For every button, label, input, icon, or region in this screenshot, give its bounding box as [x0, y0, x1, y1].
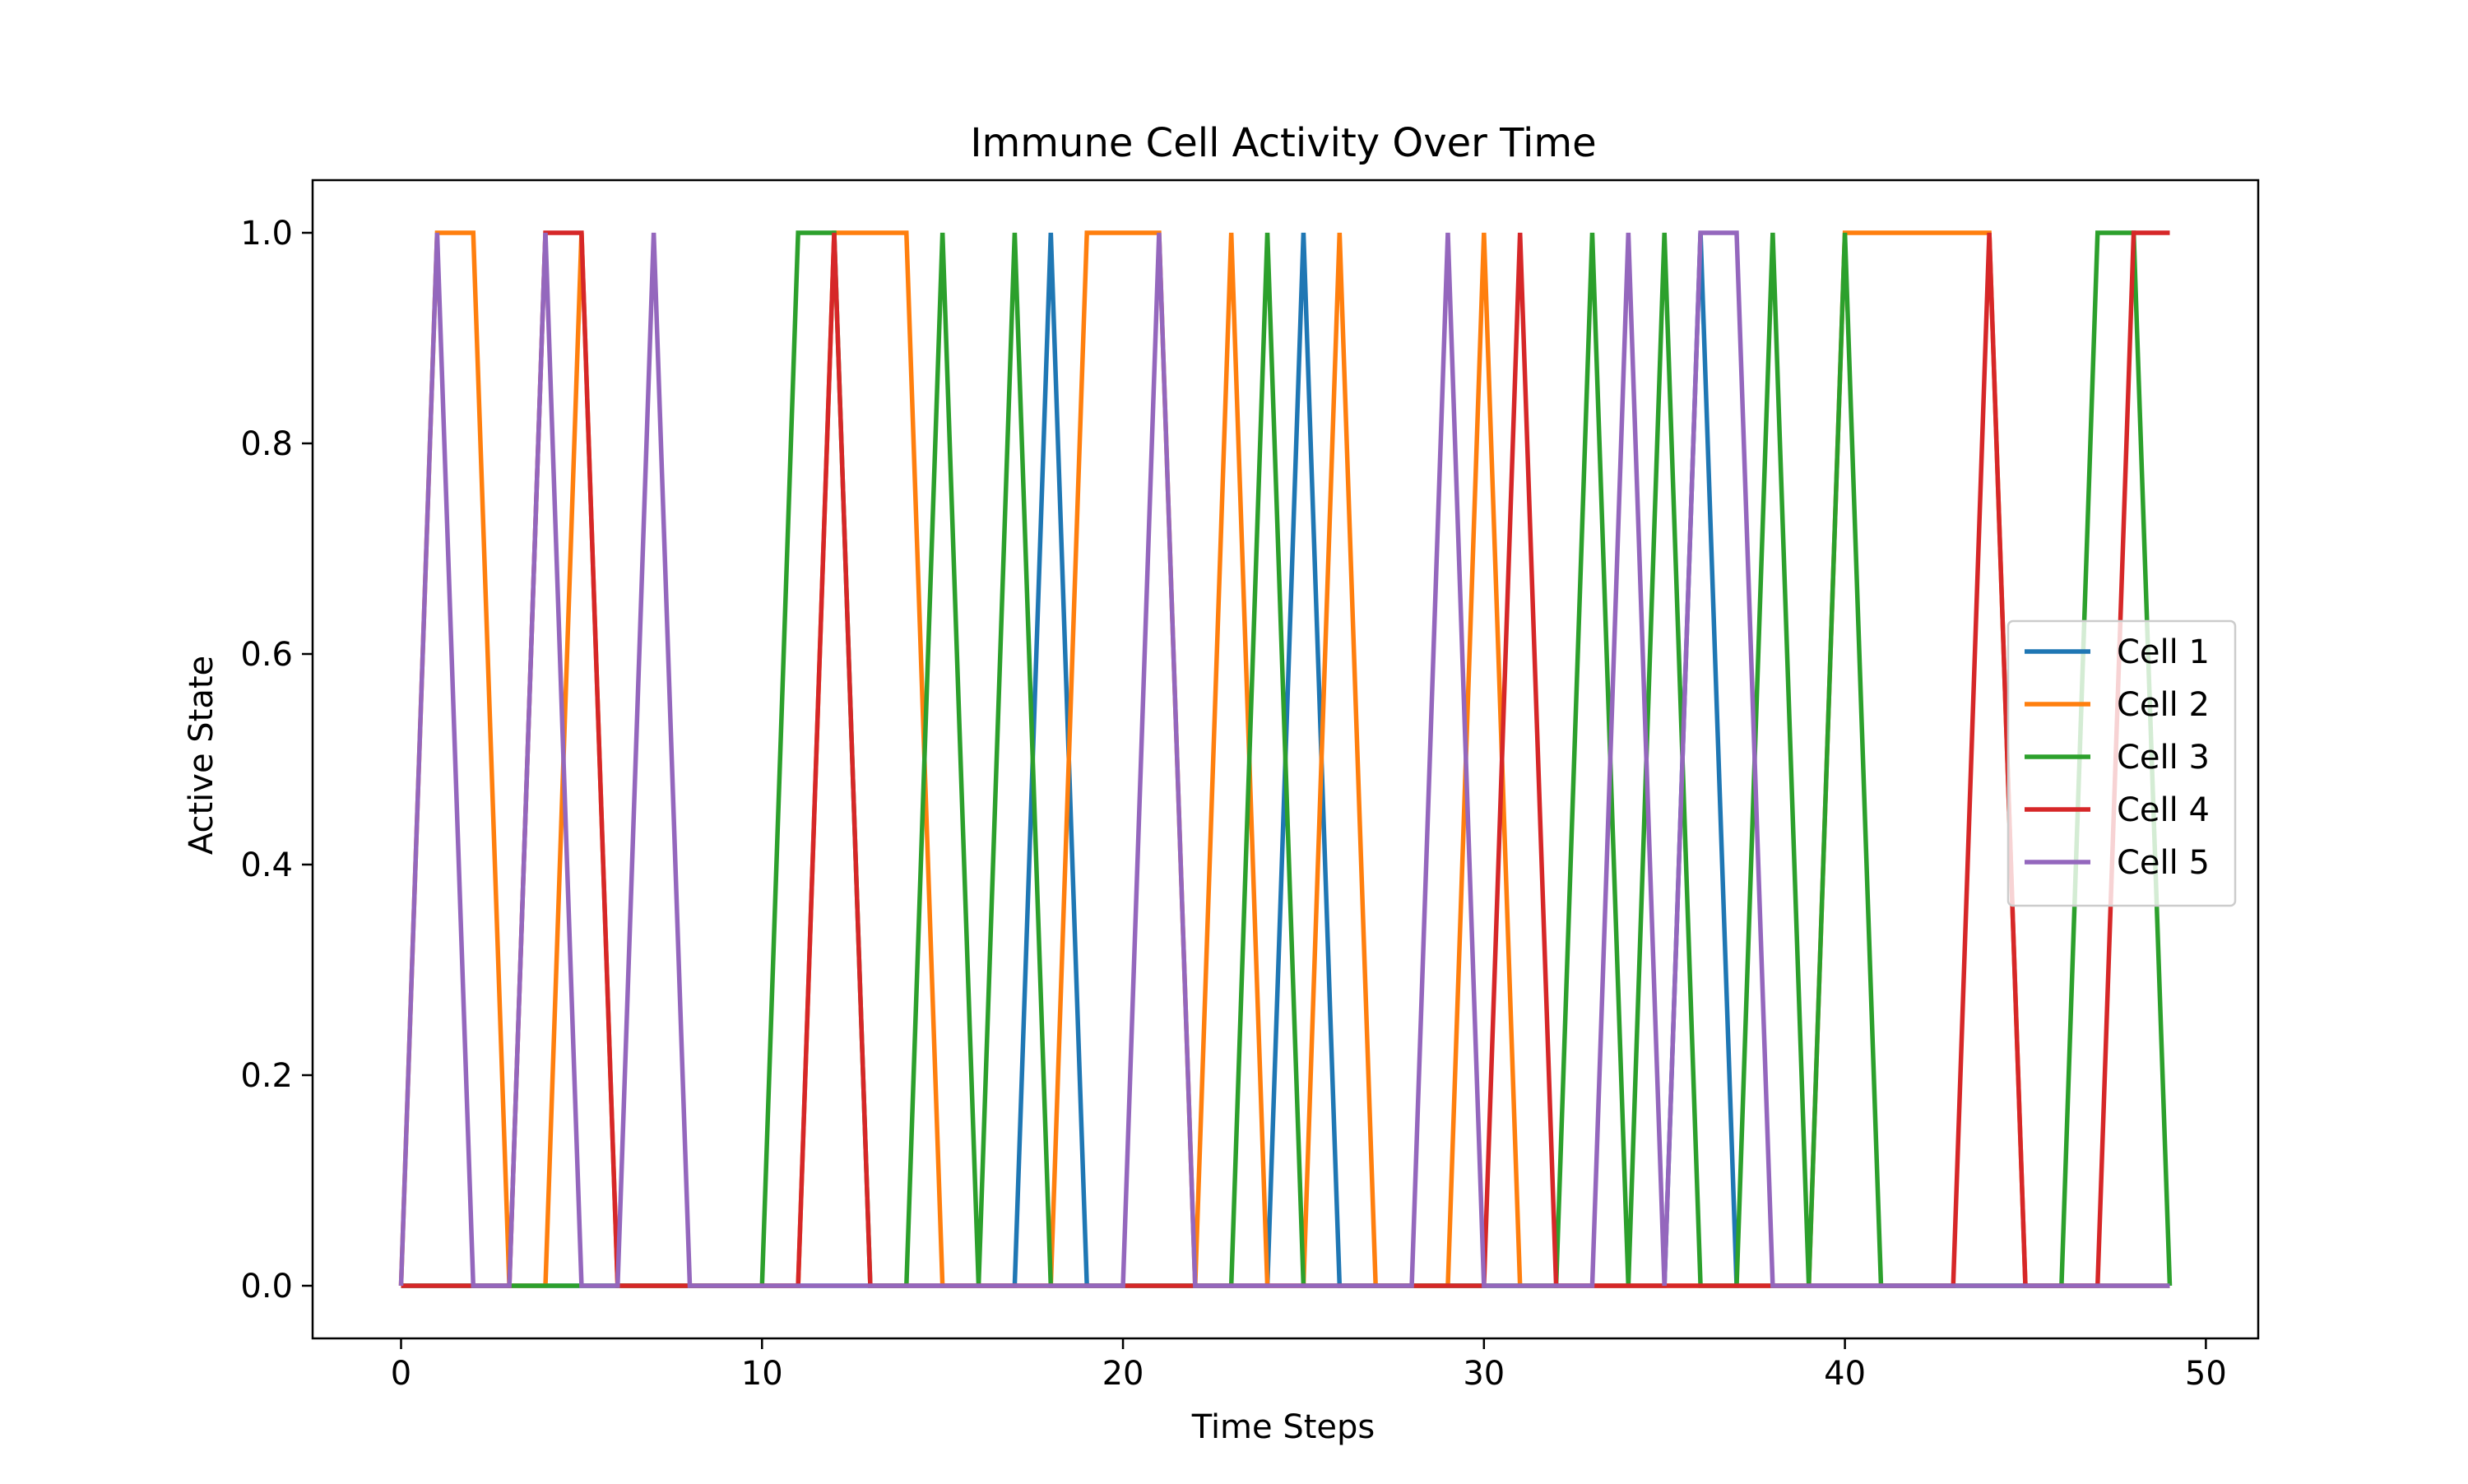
x-tick-label: 10 [741, 1355, 783, 1393]
legend-label-cell-5: Cell 5 [2117, 844, 2210, 882]
legend-label-cell-4: Cell 4 [2117, 791, 2210, 829]
x-axis-label: Time Steps [1191, 1408, 1375, 1446]
series-line-cell-3 [401, 230, 2173, 1288]
y-tick-label: 0.8 [240, 425, 293, 463]
x-tick-label: 40 [1824, 1355, 1866, 1393]
y-tick-label: 1.0 [240, 215, 293, 253]
legend-label-cell-1: Cell 1 [2117, 633, 2210, 671]
legend-label-cell-2: Cell 2 [2117, 686, 2210, 724]
y-axis-label: Active State [183, 656, 220, 855]
y-tick-label: 0.6 [240, 636, 293, 674]
x-tick-label: 50 [2185, 1355, 2227, 1393]
x-tick-label: 0 [391, 1355, 411, 1393]
plot-area: 0 10 20 30 40 50 0.0 0.2 0.4 0.6 0.8 1.0 [240, 179, 2260, 1393]
x-tick-label: 20 [1102, 1355, 1144, 1393]
series-line-cell-5 [398, 230, 2170, 1288]
y-tick-label: 0.4 [240, 846, 293, 884]
y-tick-label: 0.2 [240, 1057, 293, 1095]
y-tick-label: 0.0 [240, 1268, 293, 1305]
legend-label-cell-3: Cell 3 [2117, 739, 2210, 777]
chart-title: Immune Cell Activity Over Time [970, 120, 1596, 166]
x-tick-label: 30 [1463, 1355, 1505, 1393]
legend: Cell 1 Cell 2 Cell 3 Cell 4 Cell 5 [2006, 619, 2237, 907]
plot-frame [311, 179, 2260, 1340]
legend-box [2006, 619, 2237, 907]
